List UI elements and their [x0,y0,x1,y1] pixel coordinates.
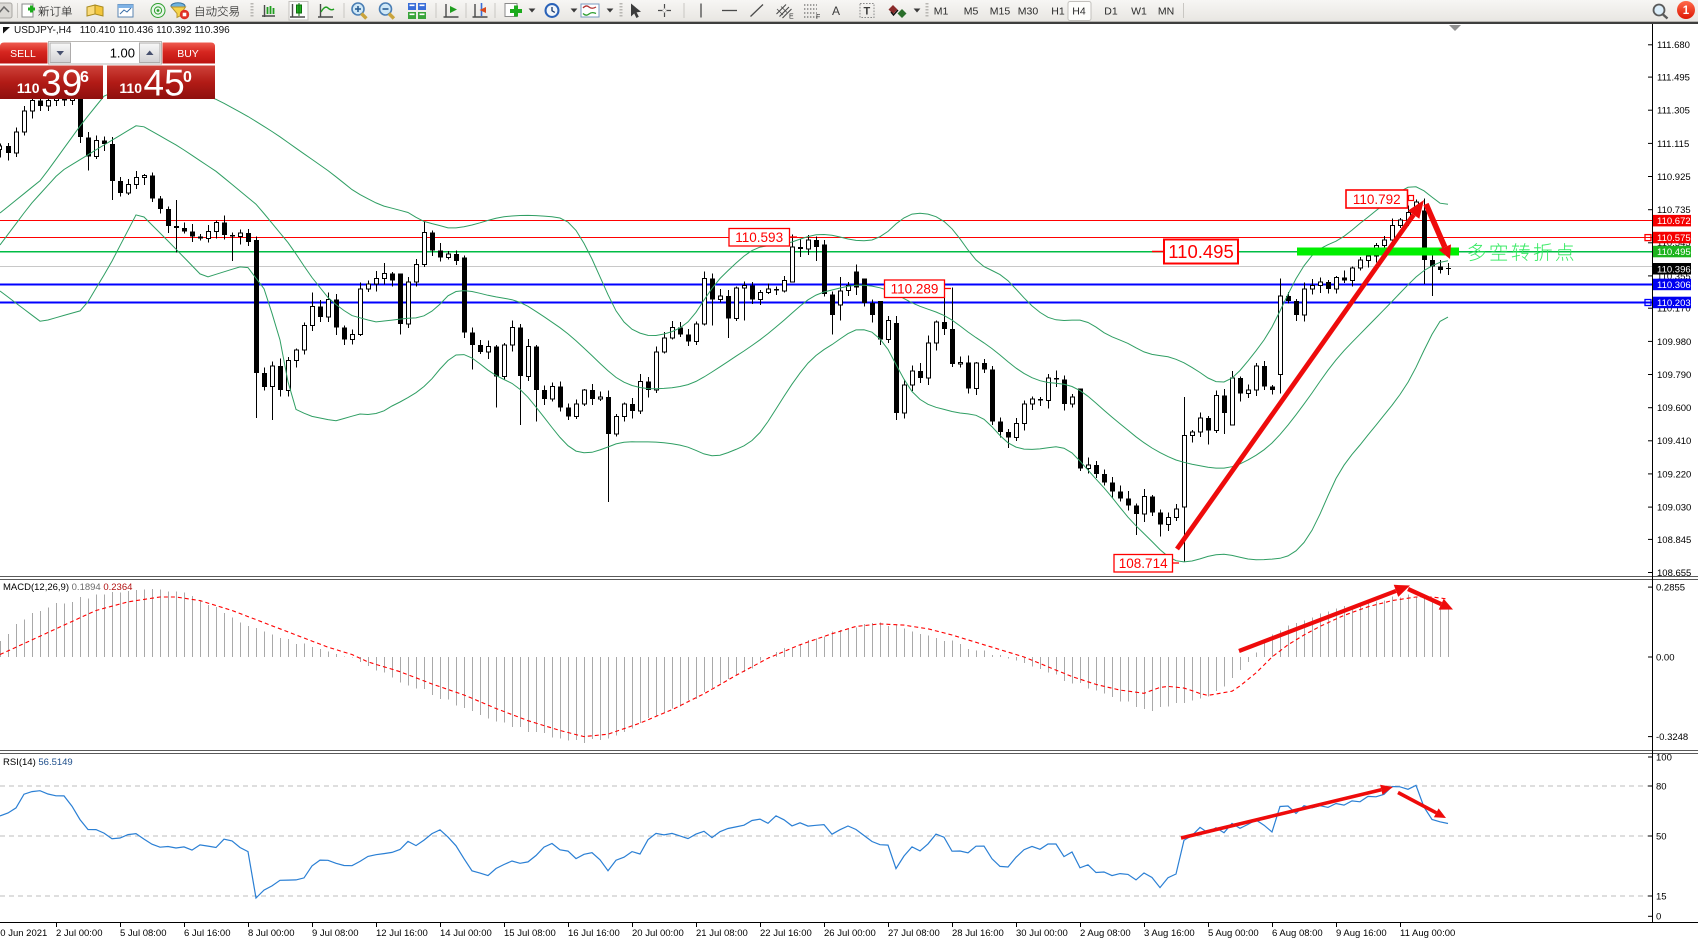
svg-text:110.925: 110.925 [1657,172,1691,183]
svg-text:W1: W1 [1131,6,1147,18]
svg-text:16 Jul 16:00: 16 Jul 16:00 [568,928,620,939]
svg-text:20 Jul 00:00: 20 Jul 00:00 [632,928,684,939]
svg-text:108.714: 108.714 [1119,556,1168,571]
svg-text:15 Jul 08:00: 15 Jul 08:00 [504,928,556,939]
svg-text:111.305: 111.305 [1657,106,1690,117]
svg-text:11 Aug 00:00: 11 Aug 00:00 [1400,928,1455,939]
svg-text:1.00: 1.00 [110,46,135,61]
svg-text:109.600: 109.600 [1657,403,1691,414]
svg-text:9 Aug 16:00: 9 Aug 16:00 [1336,928,1387,939]
svg-text:H1: H1 [1051,6,1065,18]
svg-text:110.203: 110.203 [1657,298,1691,309]
svg-text:110.735: 110.735 [1657,205,1691,216]
svg-text:50: 50 [1656,831,1667,842]
svg-text:0: 0 [1656,912,1661,923]
svg-text:15: 15 [1656,891,1667,902]
svg-text:26 Jul 00:00: 26 Jul 00:00 [824,928,876,939]
svg-text:110.306: 110.306 [1657,280,1691,291]
svg-text:27 Jul 08:00: 27 Jul 08:00 [888,928,940,939]
svg-text:110.495: 110.495 [1657,247,1691,258]
svg-text:110.289: 110.289 [891,282,939,297]
svg-text:110: 110 [17,80,40,96]
svg-text:RSI(14) 56.5149: RSI(14) 56.5149 [3,757,73,768]
svg-text:109.980: 109.980 [1657,337,1691,348]
svg-text:6 Aug 08:00: 6 Aug 08:00 [1272,928,1323,939]
svg-text:-0.3248: -0.3248 [1656,732,1688,743]
svg-text:9 Jul 08:00: 9 Jul 08:00 [312,928,358,939]
svg-text:6 Jul 16:00: 6 Jul 16:00 [184,928,230,939]
svg-text:110.672: 110.672 [1657,216,1691,227]
svg-text:108.845: 108.845 [1657,535,1691,546]
svg-text:D1: D1 [1104,6,1118,18]
svg-text:21 Jul 08:00: 21 Jul 08:00 [696,928,748,939]
svg-text:M30: M30 [1018,6,1039,18]
svg-text:22 Jul 16:00: 22 Jul 16:00 [760,928,812,939]
svg-text:110.593: 110.593 [735,230,783,245]
svg-text:109.220: 109.220 [1657,469,1691,480]
svg-text:110.575: 110.575 [1657,233,1691,244]
svg-text:111.115: 111.115 [1657,139,1689,150]
svg-text:SELL: SELL [10,48,36,60]
svg-text:80: 80 [1656,781,1667,792]
svg-text:110.355: 110.355 [1657,271,1691,282]
svg-text:110.545: 110.545 [1657,238,1691,249]
svg-text:USDJPY-,H4 110.410 110.436 1: USDJPY-,H4 110.410 110.436 110.392 110.3… [14,25,230,36]
svg-text:111.495: 111.495 [1657,73,1690,84]
svg-text:109.790: 109.790 [1657,370,1691,381]
svg-text:2 Aug 08:00: 2 Aug 08:00 [1080,928,1131,939]
svg-text:109.030: 109.030 [1657,503,1691,514]
svg-text:T: T [864,6,871,18]
svg-text:109.410: 109.410 [1657,436,1691,447]
svg-text:5 Jul 08:00: 5 Jul 08:00 [120,928,166,939]
svg-text:110.792: 110.792 [1353,192,1401,207]
svg-text:M15: M15 [990,6,1011,18]
svg-text:2 Jul 00:00: 2 Jul 00:00 [56,928,102,939]
svg-text:M5: M5 [964,6,979,18]
svg-text:5 Aug 00:00: 5 Aug 00:00 [1208,928,1259,939]
svg-text:1: 1 [1683,5,1690,17]
svg-text:0.00: 0.00 [1656,652,1675,663]
svg-text:M1: M1 [934,6,949,18]
svg-text:BUY: BUY [177,48,199,60]
svg-text:110.396: 110.396 [1657,264,1691,275]
svg-text:110.170: 110.170 [1657,304,1691,315]
svg-text:MACD(12,26,9) 0.1894 0.2364: MACD(12,26,9) 0.1894 0.2364 [3,582,132,593]
svg-text:110: 110 [119,80,142,96]
svg-text:111.680: 111.680 [1657,40,1690,51]
svg-text:E: E [789,14,794,21]
svg-text:45: 45 [144,63,185,104]
svg-text:3 Aug 16:00: 3 Aug 16:00 [1144,928,1195,939]
svg-text:110.495: 110.495 [1168,241,1234,262]
svg-text:A: A [832,4,840,18]
svg-text:108.655: 108.655 [1657,568,1691,579]
svg-text:H4: H4 [1072,6,1086,18]
svg-text:30 Jun 2021: 30 Jun 2021 [0,928,47,939]
svg-text:14 Jul 00:00: 14 Jul 00:00 [440,928,492,939]
svg-text:28 Jul 16:00: 28 Jul 16:00 [952,928,1004,939]
svg-text:0: 0 [183,69,192,86]
svg-text:6: 6 [80,69,89,86]
svg-text:0.2855: 0.2855 [1656,583,1685,594]
svg-text:F: F [816,14,820,21]
svg-text:30 Jul 00:00: 30 Jul 00:00 [1016,928,1068,939]
svg-text:MN: MN [1158,6,1174,18]
svg-text:39: 39 [41,63,82,104]
svg-text:8 Jul 00:00: 8 Jul 00:00 [248,928,294,939]
svg-text:12 Jul 16:00: 12 Jul 16:00 [376,928,428,939]
svg-text:100: 100 [1656,752,1672,763]
